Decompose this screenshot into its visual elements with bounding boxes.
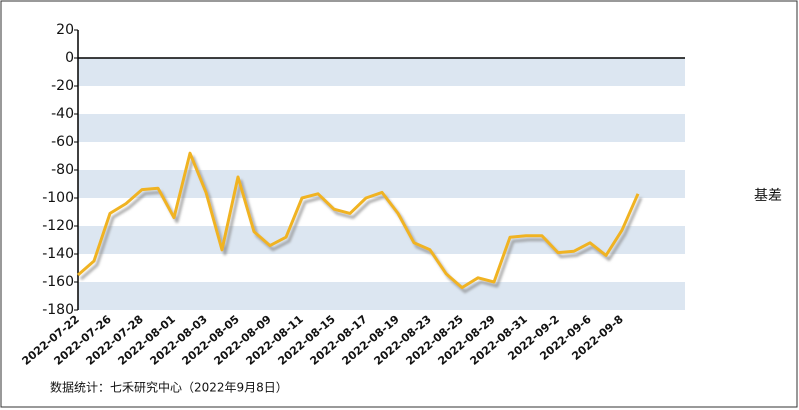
y-tick-label: -140 [42, 246, 74, 262]
y-tick-label: -180 [42, 302, 74, 318]
y-tick-label: -160 [42, 274, 74, 290]
y-tick-label: -20 [51, 78, 74, 94]
grid-band [78, 282, 685, 310]
y-tick-label: -40 [51, 106, 74, 122]
source-note: 数据统计：七禾研究中心（2022年9月8日） [50, 380, 288, 395]
y-tick-label: -60 [51, 134, 74, 150]
data-line [77, 151, 640, 290]
y-tick-label: -120 [42, 218, 74, 234]
y-tick-label: 0 [65, 50, 74, 66]
grid-band [78, 58, 685, 86]
y-tick-label: -100 [42, 190, 74, 206]
y-tick-label: 20 [56, 22, 74, 38]
grid-band [78, 226, 685, 254]
grid-band [78, 114, 685, 142]
legend-label: 基差 [754, 187, 782, 204]
y-tick-label: -80 [51, 162, 74, 178]
